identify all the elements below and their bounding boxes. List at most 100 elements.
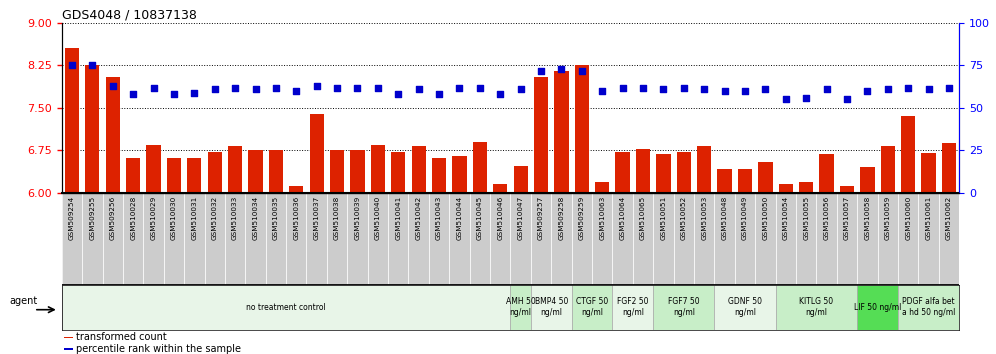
Bar: [799, 182, 814, 193]
Bar: [942, 143, 956, 193]
Text: GSM510044: GSM510044: [456, 196, 462, 240]
Bar: [490, 193, 511, 285]
Point: [757, 86, 773, 92]
Text: GSM510049: GSM510049: [742, 196, 748, 240]
Bar: [245, 193, 266, 285]
Bar: [511, 193, 531, 285]
Text: CTGF 50
ng/ml: CTGF 50 ng/ml: [576, 297, 609, 318]
Text: GSM510032: GSM510032: [212, 196, 218, 240]
Bar: [738, 169, 752, 193]
Bar: [880, 147, 894, 193]
Text: GSM510056: GSM510056: [824, 196, 830, 240]
Bar: [432, 158, 446, 193]
Point: [329, 85, 345, 90]
Text: GSM509254: GSM509254: [69, 196, 75, 240]
Bar: [616, 152, 629, 193]
Bar: [877, 193, 898, 285]
Point: [737, 88, 753, 94]
Bar: [408, 193, 429, 285]
Point: [595, 88, 611, 94]
Text: GSM509259: GSM509259: [579, 196, 585, 240]
Bar: [861, 167, 874, 193]
Text: GSM510058: GSM510058: [865, 196, 871, 240]
Point: [839, 97, 855, 102]
Text: GSM510029: GSM510029: [150, 196, 156, 240]
Text: GSM510042: GSM510042: [415, 196, 421, 240]
Text: GSM509255: GSM509255: [90, 196, 96, 240]
Bar: [473, 142, 487, 193]
Text: GSM509258: GSM509258: [559, 196, 565, 240]
Text: GSM510055: GSM510055: [803, 196, 809, 240]
Point: [472, 85, 488, 90]
Text: GSM510054: GSM510054: [783, 196, 789, 240]
Point: [85, 63, 101, 68]
Bar: [755, 193, 776, 285]
Bar: [779, 184, 793, 193]
Text: GSM509257: GSM509257: [538, 196, 544, 240]
Text: GSM510061: GSM510061: [925, 196, 931, 240]
Bar: [449, 193, 470, 285]
Text: LIF 50 ng/ml: LIF 50 ng/ml: [854, 303, 901, 312]
Bar: [673, 193, 694, 285]
Bar: [514, 166, 528, 193]
Bar: [146, 145, 160, 193]
Point: [390, 92, 406, 97]
Bar: [126, 158, 140, 193]
Bar: [551, 193, 572, 285]
Text: GDNF 50
ng/ml: GDNF 50 ng/ml: [728, 297, 762, 318]
Text: GSM510045: GSM510045: [477, 196, 483, 240]
Bar: [289, 186, 304, 193]
Point: [125, 92, 141, 97]
Text: GSM510028: GSM510028: [130, 196, 136, 240]
Bar: [248, 150, 263, 193]
Point: [635, 85, 651, 90]
Bar: [531, 193, 551, 285]
Bar: [694, 193, 714, 285]
Point: [431, 92, 447, 97]
Bar: [613, 193, 632, 285]
Bar: [269, 150, 283, 193]
Text: GSM510064: GSM510064: [620, 196, 625, 240]
Point: [186, 90, 202, 96]
Bar: [429, 193, 449, 285]
Bar: [143, 193, 163, 285]
Bar: [837, 193, 858, 285]
Bar: [371, 145, 385, 193]
Bar: [840, 186, 855, 193]
Bar: [62, 193, 82, 285]
Bar: [656, 154, 670, 193]
Bar: [595, 182, 610, 193]
Bar: [635, 149, 650, 193]
Bar: [163, 193, 184, 285]
Text: GSM510030: GSM510030: [171, 196, 177, 240]
Bar: [898, 285, 959, 330]
Bar: [676, 152, 691, 193]
Point: [207, 86, 223, 92]
Text: GSM510063: GSM510063: [600, 196, 606, 240]
Bar: [351, 150, 365, 193]
Bar: [184, 193, 204, 285]
Text: GSM510038: GSM510038: [334, 196, 340, 240]
Text: BMP4 50
ng/ml: BMP4 50 ng/ml: [535, 297, 568, 318]
Point: [778, 97, 794, 102]
Text: GSM510037: GSM510037: [314, 196, 320, 240]
Bar: [327, 193, 348, 285]
Bar: [106, 77, 120, 193]
Bar: [776, 193, 796, 285]
Point: [227, 85, 243, 90]
Bar: [64, 348, 74, 350]
Text: GDS4048 / 10837138: GDS4048 / 10837138: [62, 9, 196, 22]
Point: [941, 85, 957, 90]
Bar: [735, 193, 755, 285]
Text: GSM510035: GSM510035: [273, 196, 279, 240]
Point: [900, 85, 916, 90]
Bar: [572, 285, 613, 330]
Bar: [697, 147, 711, 193]
Point: [166, 92, 182, 97]
Text: GSM510041: GSM510041: [395, 196, 401, 240]
Point: [513, 86, 529, 92]
Point: [920, 86, 936, 92]
Bar: [82, 193, 103, 285]
Point: [717, 88, 733, 94]
Bar: [286, 193, 307, 285]
